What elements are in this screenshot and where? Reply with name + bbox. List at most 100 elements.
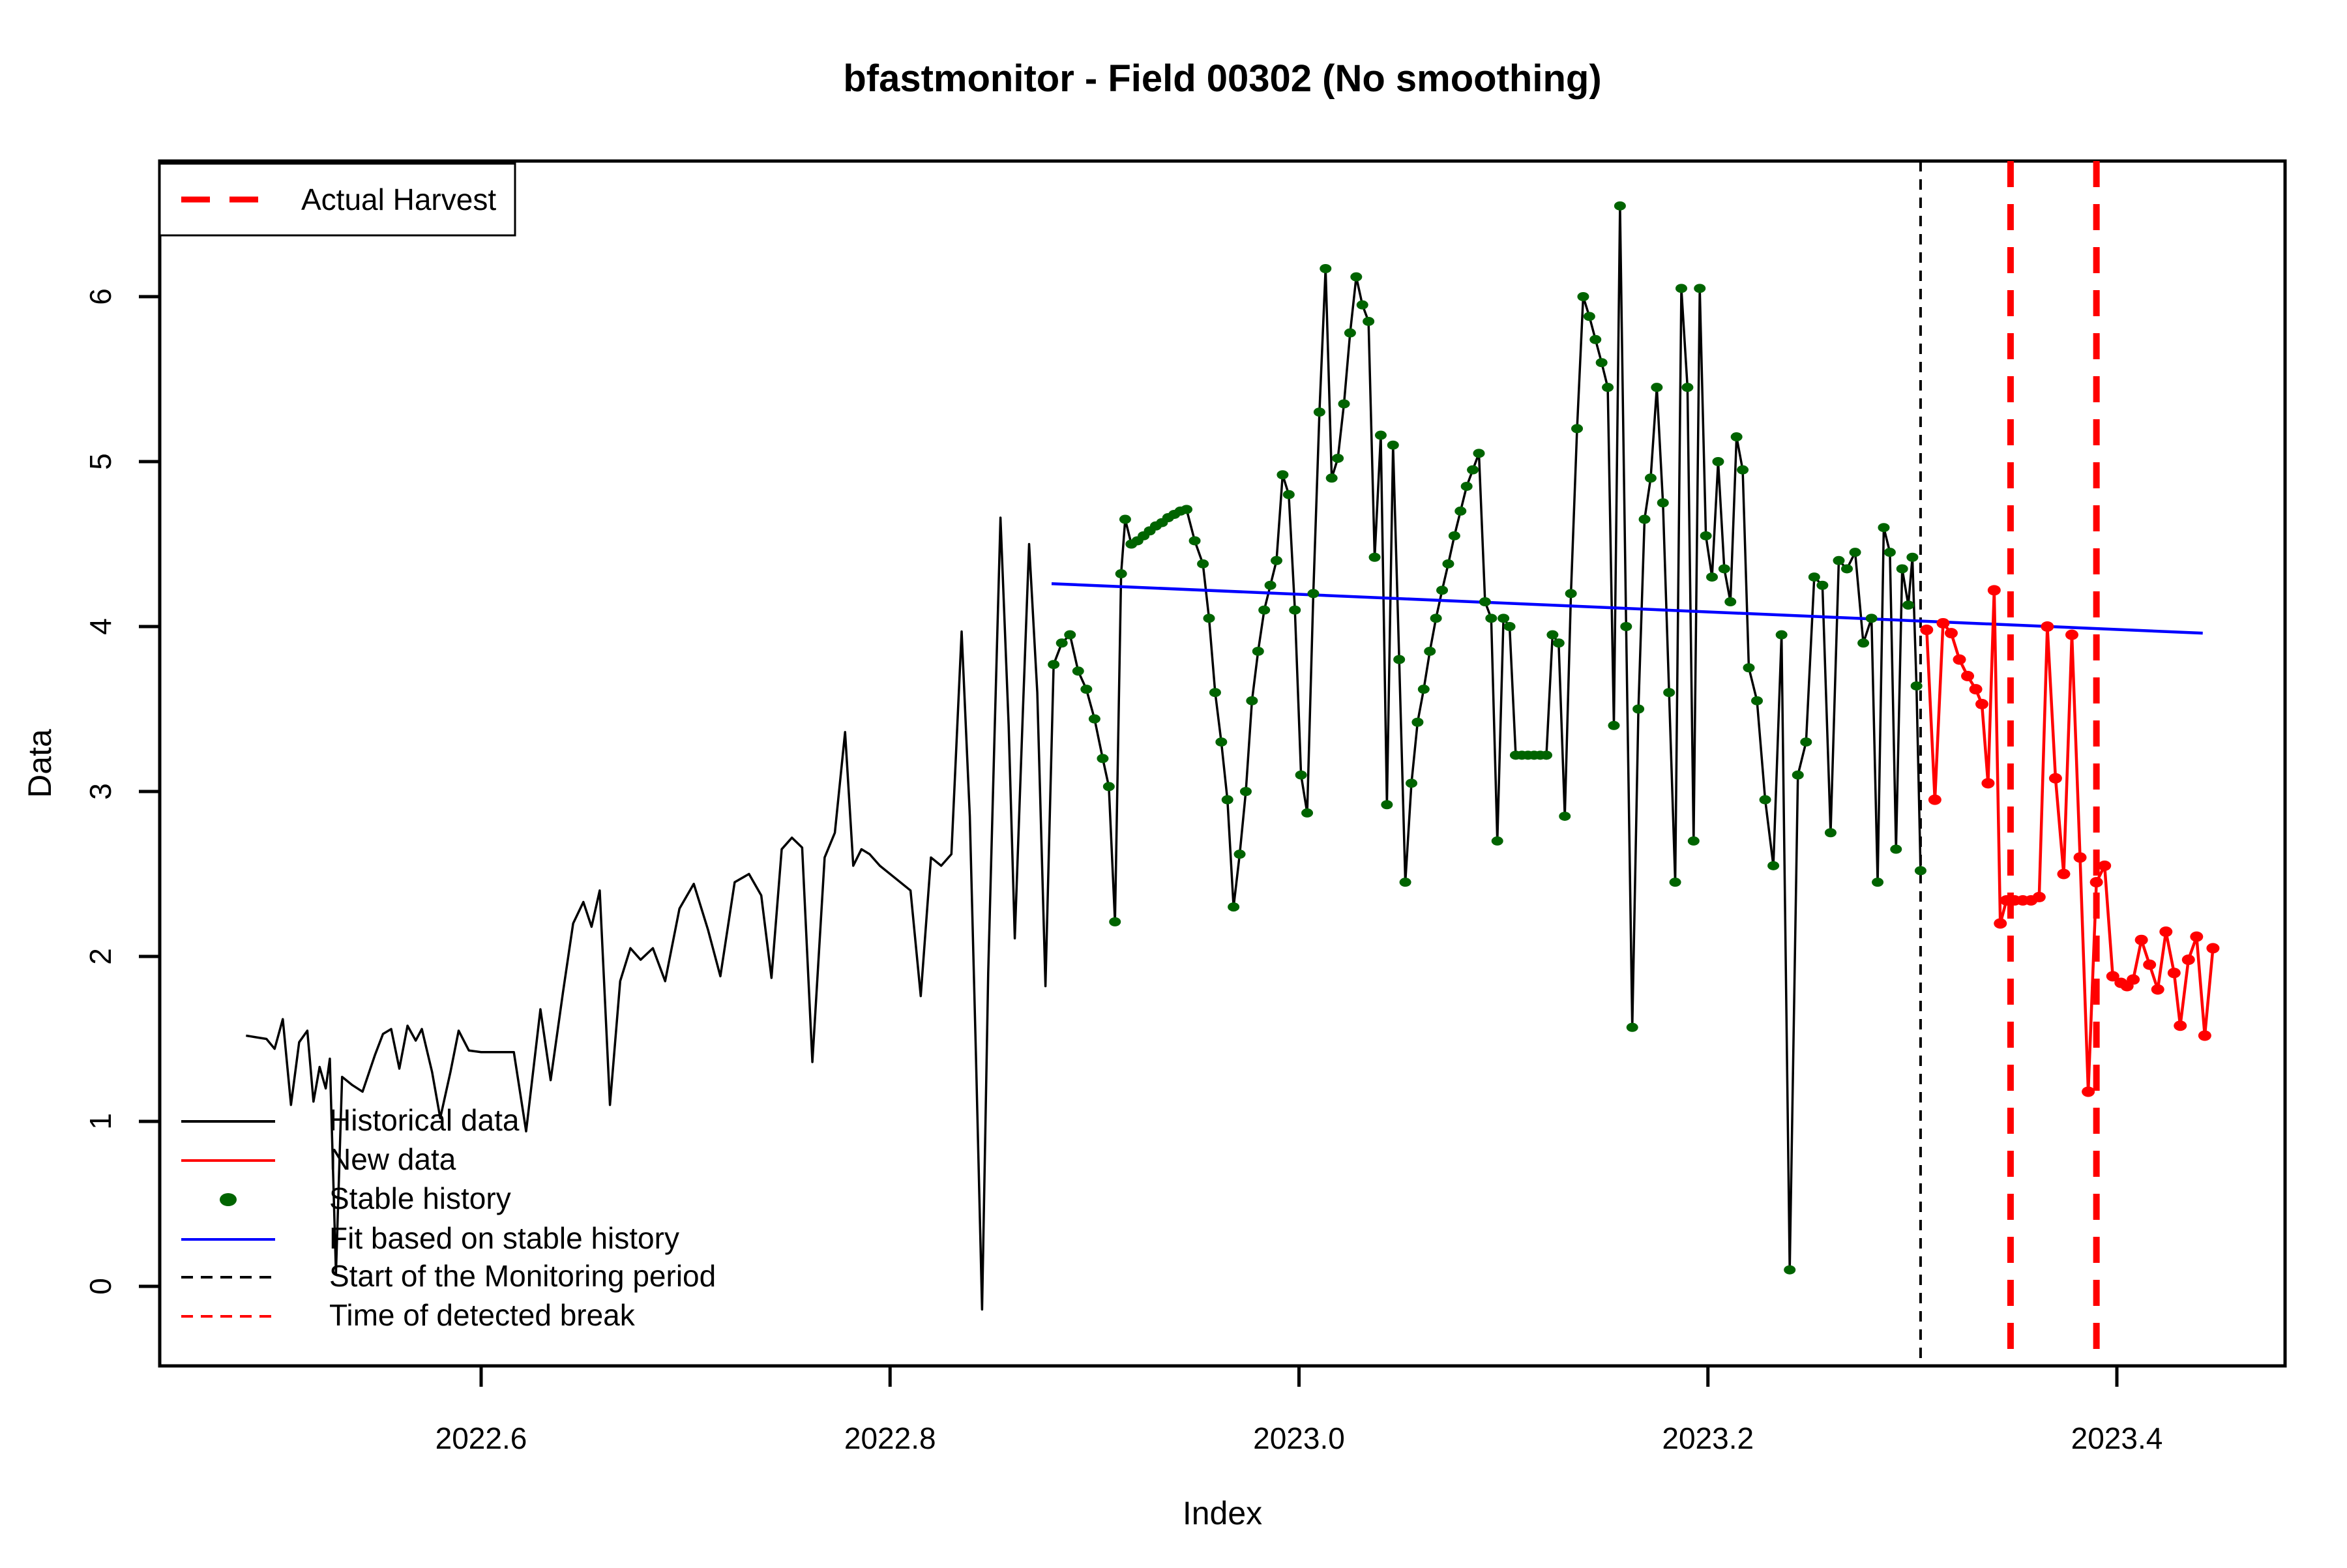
stable-history-dot bbox=[1246, 696, 1258, 705]
stable-history-dot bbox=[1910, 681, 1923, 691]
stable-history-dot bbox=[1638, 514, 1651, 524]
stable-history-dot bbox=[1614, 201, 1626, 211]
stable-history-dot bbox=[1417, 685, 1430, 694]
stable-history-dot bbox=[1687, 836, 1700, 846]
new-data-dot bbox=[2032, 891, 2046, 902]
stable-history-dot bbox=[1700, 531, 1712, 540]
stable-history-dot bbox=[1583, 312, 1595, 321]
legend-actual-harvest: Actual Harvest bbox=[158, 162, 516, 237]
stable-history-dot bbox=[1289, 605, 1301, 615]
stable-history-dot bbox=[1338, 399, 1350, 409]
historical-line bbox=[246, 205, 1922, 1311]
x-axis-label: Index bbox=[1183, 1495, 1262, 1531]
stable-history-dot bbox=[1824, 828, 1837, 838]
x-tick-label: 2023.0 bbox=[1253, 1421, 1345, 1455]
x-tick-label: 2023.4 bbox=[2071, 1421, 2163, 1455]
stable-history-dot bbox=[1221, 795, 1233, 805]
new-data-dot bbox=[2181, 954, 2195, 966]
new-data-dot bbox=[2073, 852, 2087, 863]
x-tick-label: 2023.2 bbox=[1662, 1421, 1754, 1455]
stable-history-dot bbox=[1448, 531, 1460, 540]
new-data-dot bbox=[2190, 931, 2204, 942]
new-data-dot bbox=[2057, 868, 2071, 880]
new-data-dot bbox=[1981, 778, 1995, 789]
stable-history-dot bbox=[1759, 795, 1771, 805]
stable-history-dot bbox=[1914, 866, 1926, 876]
stable-history-dot bbox=[1751, 696, 1764, 705]
stable-history-dot bbox=[1350, 272, 1363, 282]
stable-history-dot bbox=[1313, 407, 1325, 417]
plot-frame bbox=[158, 159, 2287, 1368]
stable-history-dot bbox=[1368, 552, 1381, 562]
stable-history-dot bbox=[1325, 473, 1338, 483]
stable-history-dot bbox=[1055, 638, 1068, 648]
stable-history-dot bbox=[1119, 514, 1131, 524]
vertical-marker-lines bbox=[1919, 161, 2100, 1366]
stable-history-dot bbox=[1857, 638, 1870, 648]
stable-history-dot bbox=[1552, 638, 1565, 648]
stable-history-dot bbox=[1540, 750, 1552, 760]
stable-history-dot bbox=[1436, 585, 1449, 595]
stable-history-dot bbox=[1209, 688, 1221, 698]
stable-history-dot bbox=[1743, 663, 1755, 673]
stable-history-dot bbox=[1808, 572, 1820, 582]
legend-label-item: Historical data bbox=[329, 1103, 520, 1137]
stable-history-dot bbox=[1301, 808, 1314, 818]
y-tick-label: 4 bbox=[83, 618, 117, 635]
stable-history-dot bbox=[1424, 646, 1436, 656]
new-data-dot bbox=[2127, 974, 2140, 985]
stable-history-dot bbox=[1405, 778, 1417, 788]
y-tick-label: 0 bbox=[83, 1278, 117, 1295]
stable-history-dot bbox=[1577, 292, 1589, 301]
stable-history-dot bbox=[1109, 917, 1121, 926]
y-tick-label: 2 bbox=[83, 948, 117, 965]
fit-line bbox=[1051, 582, 2203, 635]
stable-history-dot bbox=[1800, 737, 1812, 747]
legend-label-item: New data bbox=[329, 1142, 456, 1176]
new-data-dot bbox=[1928, 794, 1941, 805]
new-data-dot bbox=[2198, 1030, 2211, 1041]
stable-history-dot bbox=[1411, 717, 1424, 727]
new-data-dot bbox=[2041, 621, 2054, 632]
stable-history-dot bbox=[1626, 1022, 1638, 1032]
legend-label-item: Time of detected break bbox=[329, 1298, 636, 1332]
stable-history-dot bbox=[1271, 555, 1283, 565]
stable-history-dot bbox=[1102, 782, 1115, 791]
new-data-dot bbox=[1987, 585, 2001, 596]
y-tick-label: 3 bbox=[83, 783, 117, 800]
x-tick-label: 2022.8 bbox=[844, 1421, 936, 1455]
stable-history-dot bbox=[1048, 660, 1060, 670]
stable-history-dot bbox=[1906, 552, 1919, 562]
stable-history-dot bbox=[1849, 548, 1861, 557]
stable-history-dot bbox=[1559, 811, 1571, 821]
stable-history-dot bbox=[1064, 630, 1076, 640]
stable-history-dot bbox=[1320, 263, 1332, 273]
stable-history-dot bbox=[1258, 605, 1271, 615]
stable-history-dot bbox=[1681, 383, 1694, 392]
stable-history-dot bbox=[1651, 383, 1663, 392]
new-data-dot bbox=[2048, 773, 2062, 784]
stable-history-dot bbox=[1608, 720, 1620, 730]
new-data-dot bbox=[1936, 617, 1950, 629]
stable-history-dot bbox=[1503, 622, 1516, 631]
stable-history-dot bbox=[1239, 787, 1252, 796]
stable-history-dot bbox=[1356, 300, 1368, 310]
stable-history-dot bbox=[1724, 597, 1737, 607]
stable-history-dot bbox=[1387, 440, 1399, 450]
new-data-dot bbox=[2134, 934, 2148, 945]
stable-history-dot bbox=[1498, 614, 1510, 623]
stable-history-dot bbox=[1620, 622, 1632, 631]
stable-history-dot bbox=[1264, 580, 1277, 590]
stable-history-dot bbox=[1374, 430, 1387, 440]
new-data-dot bbox=[2174, 1020, 2187, 1031]
new-data-dot bbox=[1961, 670, 1975, 681]
stable-history-dot bbox=[1072, 666, 1084, 676]
stable-history-dot bbox=[1181, 505, 1193, 514]
y-tick-label: 1 bbox=[83, 1113, 117, 1130]
new-data-dot bbox=[1994, 918, 2007, 929]
stable-history-dot bbox=[1657, 498, 1669, 508]
stable-history-dot bbox=[1775, 630, 1788, 640]
stable-history-dot bbox=[1767, 861, 1780, 870]
new-data-dot bbox=[2159, 926, 2173, 938]
